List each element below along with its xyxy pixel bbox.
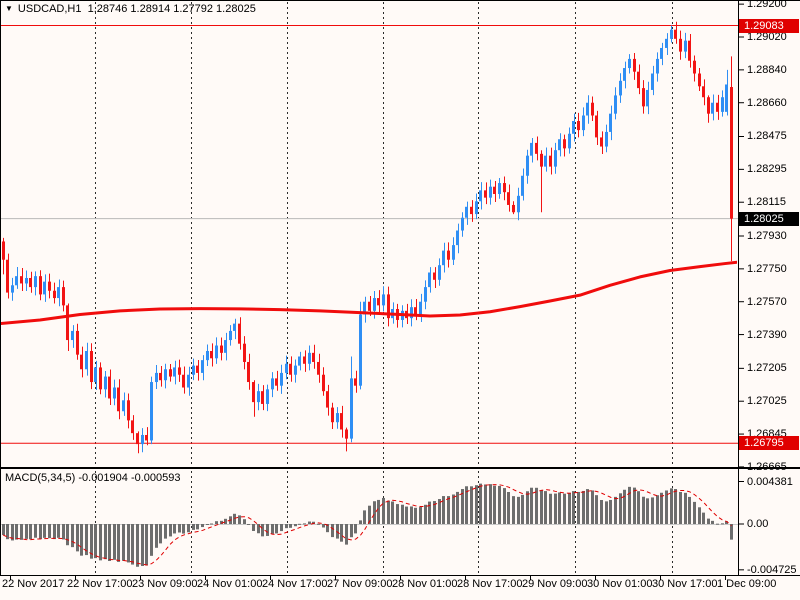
symbol-dropdown-icon[interactable]: ▼ [5, 4, 13, 13]
macd-indicator-label: MACD(5,34,5) -0.001904 -0.000593 [5, 472, 181, 484]
macd-values-text: MACD(5,34,5) -0.001904 -0.000593 [5, 472, 181, 484]
chart-title: ▼ USDCAD,H1 1.28746 1.28914 1.27792 1.280… [5, 3, 256, 15]
symbol-ohlc-text: USDCAD,H1 1.28746 1.28914 1.27792 1.2802… [17, 3, 256, 15]
